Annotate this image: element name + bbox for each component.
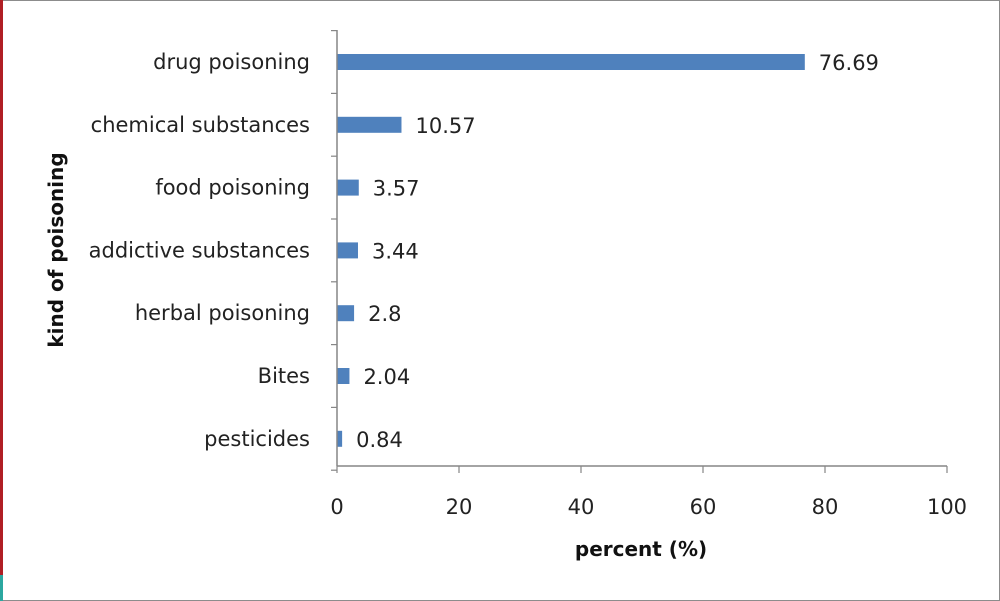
left-edge-accent-bottom <box>0 575 3 601</box>
left-edge-accent <box>0 0 3 575</box>
bar <box>337 368 350 384</box>
x-axis-title: percent (%) <box>575 537 707 561</box>
bar <box>337 54 805 70</box>
category-label: chemical substances <box>91 113 310 137</box>
x-tick-label: 20 <box>446 495 473 519</box>
category-label: food poisoning <box>155 176 310 200</box>
bar <box>337 305 355 322</box>
category-label: pesticides <box>204 427 310 451</box>
data-label: 76.69 <box>819 51 879 75</box>
x-tick-label: 40 <box>568 495 595 519</box>
bar <box>337 430 343 447</box>
category-labels-group: drug poisoning chemical substances food po… <box>89 50 310 451</box>
data-label: 10.57 <box>415 114 475 138</box>
x-tick-label: 0 <box>330 495 343 519</box>
x-tick-labels-group: 0 20 40 60 80 100 <box>330 495 967 519</box>
y-axis-title: kind of poisoning <box>44 152 68 347</box>
category-label: herbal poisoning <box>135 301 310 325</box>
x-tick-label: 100 <box>927 495 967 519</box>
x-tick-label: 80 <box>812 495 839 519</box>
data-labels-group: 76.69 10.57 3.57 3.44 2.8 2.04 0.84 <box>356 51 879 452</box>
category-label: addictive substances <box>89 238 310 262</box>
data-label: 3.44 <box>372 239 419 263</box>
bars-group <box>337 54 805 447</box>
data-label: 2.8 <box>368 302 401 326</box>
axes-group <box>331 30 948 473</box>
bar <box>337 242 358 259</box>
category-label: drug poisoning <box>153 50 310 74</box>
x-tick-label: 60 <box>690 495 717 519</box>
data-label: 2.04 <box>363 365 410 389</box>
category-label: Bites <box>258 364 310 388</box>
data-label: 0.84 <box>356 428 403 452</box>
bar <box>337 116 402 133</box>
bar <box>337 179 359 196</box>
data-label: 3.57 <box>373 177 420 201</box>
